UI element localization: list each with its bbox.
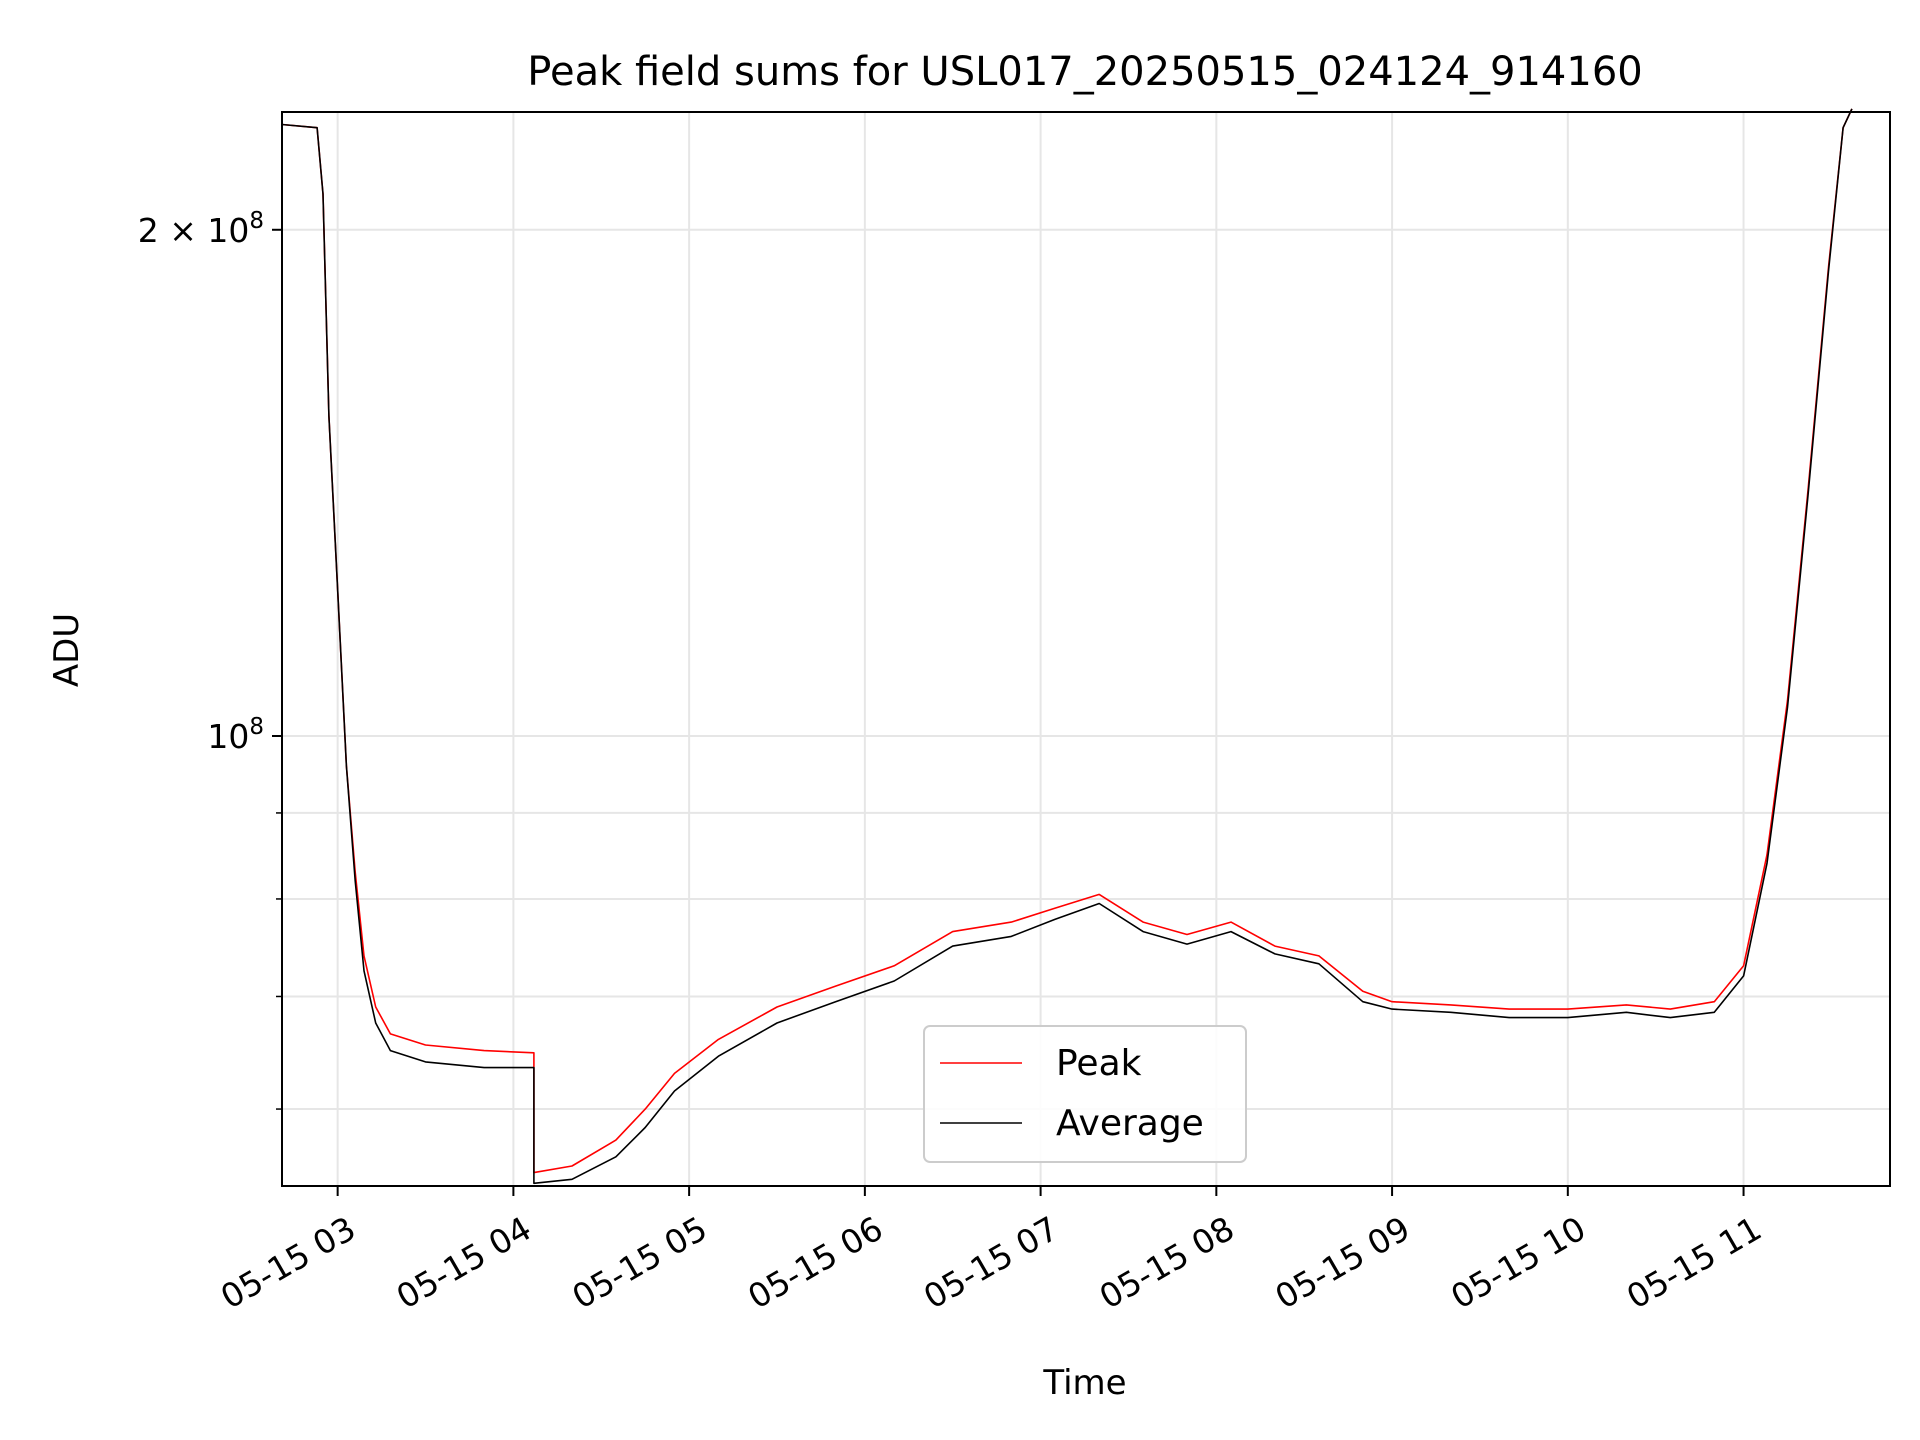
x-axis-label: Time	[1042, 1363, 1126, 1403]
y-axis: 108 2 × 108	[138, 208, 282, 1110]
plot-frame	[281, 111, 1891, 1187]
y-tick-label: 2 × 108	[138, 208, 264, 250]
series-line-peak	[281, 108, 1853, 1174]
legend-box	[923, 1025, 1247, 1163]
y-tick-label: 108	[207, 714, 264, 756]
chart-title: Peak field sums for USL017_20250515_0241…	[527, 49, 1642, 95]
series-line-average	[281, 108, 1853, 1185]
grid	[282, 112, 1890, 1186]
legend-label-peak: Peak	[1056, 1043, 1142, 1084]
legend: Peak Average	[923, 1025, 1247, 1163]
legend-label-average: Average	[1056, 1103, 1204, 1144]
series-layer	[281, 108, 1853, 1185]
y-axis-label: ADU	[47, 613, 87, 687]
